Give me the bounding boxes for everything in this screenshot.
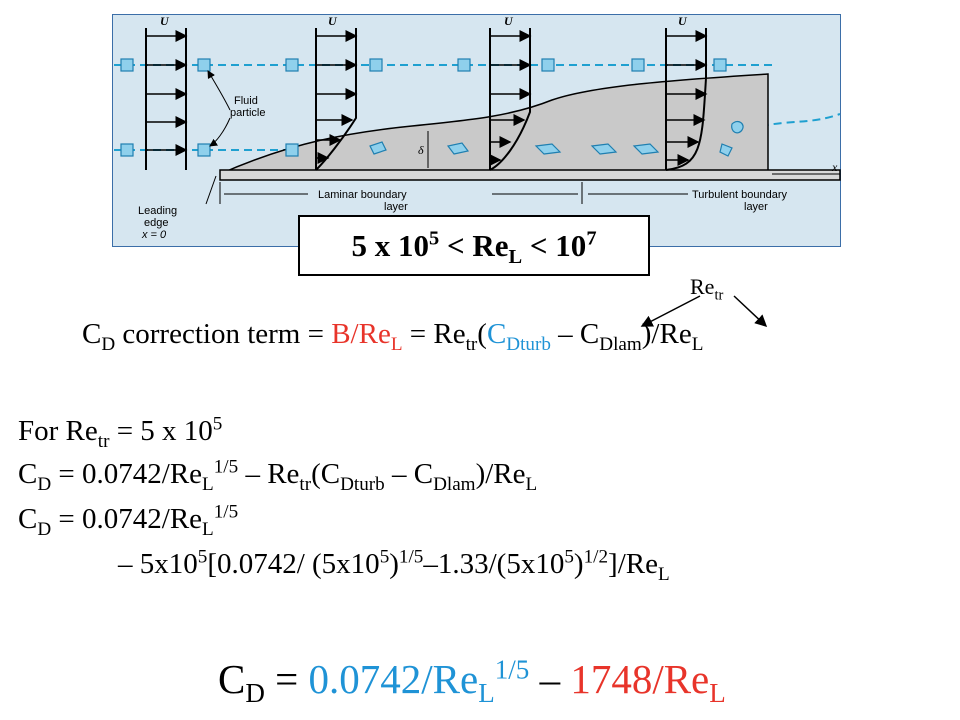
laminar-term: 0.0742/ReL1/5 [308,654,530,709]
laminar-label: Laminar boundary [318,189,407,201]
edge-label: edge [144,217,168,229]
particle-label: particle [230,107,265,119]
u-label-4: U [678,14,688,28]
range-expression: 5 x 105 < ReL < 107 [351,227,597,268]
u-label-2: U [328,14,338,28]
equation-1: CD = 0.0742/ReL1/5 – Retr(CDturb – CDlam… [18,456,538,495]
u-label-1: U [160,14,170,28]
correction-term: 1748/ReL [570,656,726,709]
leading-label: Leading [138,205,177,217]
x-axis-label: x [831,160,838,174]
retr-annotation: Retr [690,274,724,304]
boundary-layer-region [219,73,769,175]
reynolds-range-box: 5 x 105 < ReL < 107 [298,215,650,276]
delta-label: δ [418,143,424,157]
x-zero-label: x = 0 [141,229,167,241]
turbulent-layer-label: layer [744,201,768,213]
correction-term-line: CD correction term = B/ReL = Retr(CDturb… [82,318,704,355]
velocity-profile-3: U [489,14,532,171]
fluid-particles [120,58,744,157]
velocity-profile-4: U [665,14,708,171]
u-label-3: U [504,14,514,28]
leading-edge-pointer [205,175,217,205]
final-result-equation: CD = 0.0742/ReL1/5 – 1748/ReL [218,654,726,709]
laminar-layer-label: layer [384,201,408,213]
turbulent-label: Turbulent boundary [692,189,787,201]
velocity-profile-2: U [315,14,358,171]
retr-arrows [640,295,768,328]
flat-plate [219,169,841,181]
fluid-label: Fluid [234,95,258,107]
b-term: B/ReL [331,318,403,355]
velocity-profile-1: U [145,14,188,170]
equation-3: – 5x105[0.0742/ (5x105)1/5–1.33/(5x105)1… [118,546,670,585]
boundary-layer-diagram: x U U U [112,14,841,247]
equation-2: CD = 0.0742/ReL1/5 [18,501,239,540]
cd-turb-term: CDturb [486,318,551,355]
for-retr-line: For Retr = 5 x 105 [18,413,223,452]
